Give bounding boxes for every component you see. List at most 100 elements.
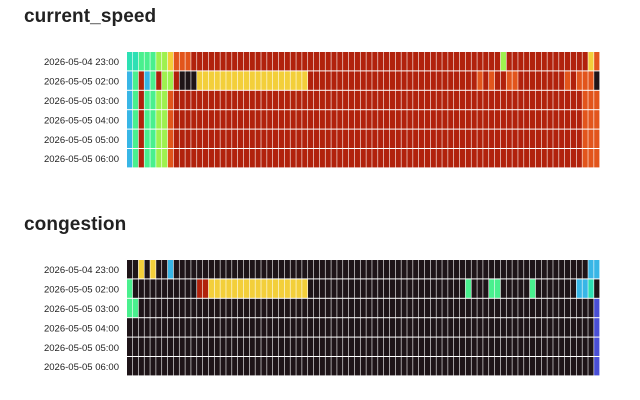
heatmap-cell <box>354 279 360 298</box>
heatmap-cell <box>547 149 553 168</box>
row-label: 2026-05-05 03:00 <box>44 96 119 107</box>
heatmap-cell <box>167 357 174 376</box>
heatmap-cell <box>383 52 390 71</box>
heatmap-cell <box>529 260 536 279</box>
chart-title-congestion: congestion <box>24 214 127 235</box>
heatmap-cell <box>208 357 214 376</box>
heatmap-cell <box>150 337 156 356</box>
heatmap-cell <box>547 298 553 318</box>
heatmap-cell <box>319 357 325 376</box>
heatmap-cell <box>442 71 448 90</box>
heatmap-cell <box>547 90 553 110</box>
heatmap-cell <box>395 337 401 356</box>
heatmap-cell <box>278 337 285 356</box>
heatmap-cell <box>389 298 396 318</box>
heatmap-cell <box>424 129 431 148</box>
heatmap-cell <box>413 110 419 129</box>
heatmap-cell <box>249 52 255 71</box>
heatmap-cell <box>570 129 577 148</box>
heatmap-cell <box>255 110 261 129</box>
heatmap-cell <box>424 279 431 298</box>
heatmap-cell <box>150 71 156 90</box>
heatmap-cell <box>547 71 553 90</box>
heatmap-cell <box>524 90 530 110</box>
heatmap-cell <box>226 129 232 148</box>
heatmap-cell <box>465 318 471 337</box>
row-label: 2026-05-05 04:00 <box>44 323 119 334</box>
heatmap-cell <box>489 279 495 298</box>
heatmap-cell <box>232 52 238 71</box>
heatmap-cell <box>518 71 524 90</box>
heatmap-cell <box>179 260 185 279</box>
heatmap-cell <box>179 90 185 110</box>
heatmap-cell <box>582 71 588 90</box>
heatmap-cell <box>459 90 466 110</box>
heatmap-cell <box>594 260 600 279</box>
heatmap-cell <box>319 52 325 71</box>
heatmap-cell <box>366 149 372 168</box>
heatmap-cell <box>454 298 460 318</box>
heatmap-cell <box>179 71 185 90</box>
heatmap-cell <box>243 298 250 318</box>
heatmap-cell <box>378 357 384 376</box>
heatmap-cell <box>226 337 232 356</box>
heatmap-cell <box>535 71 542 90</box>
heatmap-cell <box>442 318 448 337</box>
heatmap-cell <box>167 129 174 148</box>
heatmap-cell <box>570 279 577 298</box>
heatmap-cell <box>348 260 355 279</box>
heatmap-cell <box>278 298 285 318</box>
heatmap-cell <box>325 90 331 110</box>
heatmap-cell <box>389 260 396 279</box>
heatmap-cell <box>559 298 565 318</box>
heatmap-cell <box>249 357 255 376</box>
heatmap-cell <box>237 260 244 279</box>
heatmap-cell <box>360 337 366 356</box>
heatmap-cell <box>144 337 150 356</box>
heatmap-cell <box>413 52 419 71</box>
heatmap-cell <box>448 337 454 356</box>
heatmap-cell <box>138 129 144 148</box>
heatmap-cell <box>302 71 308 90</box>
heatmap-cell <box>278 279 285 298</box>
heatmap-cell <box>454 71 460 90</box>
heatmap-cell <box>290 71 296 90</box>
heatmap-cell <box>290 110 296 129</box>
heatmap-cell <box>489 298 495 318</box>
heatmap-cell <box>418 71 425 90</box>
heatmap-cell <box>127 298 133 318</box>
heatmap-cell <box>144 52 150 71</box>
heatmap-cell <box>313 149 320 168</box>
heatmap-cell <box>243 357 250 376</box>
heatmap-cell <box>454 129 460 148</box>
heatmap-cell <box>173 279 179 298</box>
heatmap-cell <box>512 90 518 110</box>
heatmap-cell <box>471 129 477 148</box>
heatmap-cell <box>348 52 355 71</box>
heatmap-cell <box>249 279 255 298</box>
heatmap-cell <box>127 71 133 90</box>
heatmap-cell <box>407 260 413 279</box>
heatmap-cell <box>173 149 179 168</box>
heatmap-cell <box>162 318 168 337</box>
heatmap-cell <box>512 357 518 376</box>
heatmap-cell <box>343 71 349 90</box>
heatmap-cell <box>465 357 471 376</box>
heatmap-cell <box>483 260 489 279</box>
heatmap-cell <box>138 149 144 168</box>
heatmap-cell <box>512 318 518 337</box>
heatmap-cell <box>471 149 477 168</box>
heatmap-cell <box>378 260 384 279</box>
heatmap-cell <box>506 110 512 129</box>
heatmap-cell <box>529 357 536 376</box>
heatmap-cell <box>197 71 203 90</box>
heatmap-cell <box>477 318 483 337</box>
heatmap-cell <box>395 110 401 129</box>
heatmap-cell <box>366 337 372 356</box>
heatmap-cell <box>214 129 220 148</box>
heatmap-cell <box>308 357 314 376</box>
heatmap-cell <box>366 357 372 376</box>
heatmap-cell <box>389 318 396 337</box>
heatmap-cell <box>564 337 571 356</box>
heatmap-cell <box>570 52 577 71</box>
